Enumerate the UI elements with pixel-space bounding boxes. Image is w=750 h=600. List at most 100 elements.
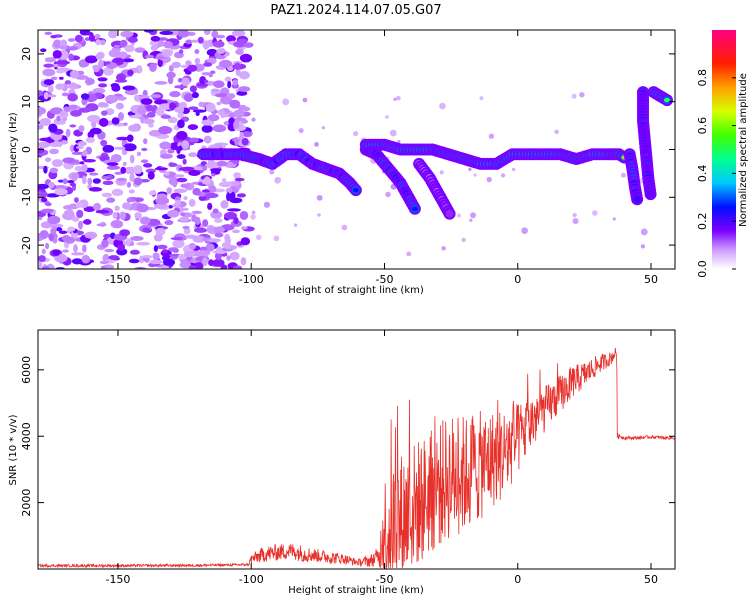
- noise-blob: [205, 243, 215, 252]
- noise-blob: [227, 93, 236, 99]
- noise-blob: [114, 205, 120, 211]
- noise-blob: [239, 53, 253, 63]
- noise-blob: [190, 39, 199, 43]
- noise-blob: [189, 242, 197, 250]
- noise-blob: [38, 141, 51, 148]
- noise-dot: [640, 244, 646, 249]
- ridge-core: [352, 187, 359, 193]
- spectrogram-y-label: Frequency (Hz): [8, 112, 19, 188]
- noise-blob: [204, 192, 219, 199]
- noise-blob: [44, 31, 53, 36]
- y-tick-label: -20: [20, 236, 33, 254]
- noise-blob: [215, 246, 223, 254]
- noise-blob: [180, 183, 190, 189]
- noise-blob: [143, 30, 155, 33]
- y-tick-label: -10: [20, 188, 33, 206]
- noise-blob: [84, 77, 95, 86]
- noise-blob: [58, 230, 68, 235]
- noise-blob: [38, 124, 44, 130]
- noise-blob: [187, 64, 198, 72]
- noise-blob: [43, 165, 48, 174]
- noise-blob: [70, 252, 85, 256]
- noise-blob: [183, 196, 188, 201]
- ridge-body: [633, 195, 642, 204]
- x-tick-label: -150: [105, 273, 130, 286]
- noise-blob: [167, 75, 174, 85]
- noise-dot: [456, 213, 461, 218]
- noise-blob: [166, 187, 173, 195]
- noise-blob: [158, 125, 172, 135]
- noise-blob: [181, 140, 190, 150]
- noise-blob: [237, 120, 244, 130]
- noise-dot: [353, 131, 359, 137]
- noise-blob: [117, 112, 124, 121]
- noise-blob: [234, 136, 239, 146]
- noise-blob: [69, 144, 75, 152]
- noise-blob: [82, 149, 88, 157]
- noise-blob: [74, 34, 83, 43]
- noise-blob: [110, 154, 122, 163]
- noise-blob: [40, 48, 47, 53]
- noise-dot: [273, 235, 280, 242]
- noise-blob: [128, 258, 140, 264]
- noise-blob: [174, 174, 185, 178]
- noise-blob: [166, 209, 180, 218]
- noise-blob: [41, 197, 48, 203]
- noise-blob: [79, 161, 85, 165]
- noise-blob: [224, 233, 231, 242]
- noise-blob: [205, 103, 216, 113]
- noise-blob: [176, 130, 188, 140]
- noise-blob: [88, 172, 99, 176]
- noise-blob: [237, 86, 251, 93]
- noise-blob: [215, 34, 226, 39]
- noise-blob: [67, 179, 75, 184]
- noise-blob: [141, 147, 148, 152]
- noise-blob: [56, 69, 65, 74]
- noise-blob: [127, 37, 138, 43]
- noise-dot: [282, 98, 290, 106]
- spectral-ridge: [623, 148, 644, 206]
- noise-blob: [196, 83, 209, 87]
- noise-blob: [143, 138, 148, 145]
- noise-blob: [185, 60, 192, 66]
- noise-blob: [191, 92, 199, 99]
- noise-blob: [154, 167, 168, 171]
- noise-blob: [149, 259, 163, 265]
- noise-blob: [184, 70, 192, 75]
- noise-blob: [197, 36, 204, 44]
- noise-blob: [202, 219, 209, 227]
- noise-blob: [189, 85, 197, 93]
- noise-blob: [92, 64, 100, 73]
- noise-blob: [71, 151, 85, 155]
- noise-blob: [178, 145, 183, 151]
- noise-blob: [105, 95, 119, 103]
- noise-blob: [95, 39, 101, 46]
- noise-blob: [183, 93, 194, 102]
- noise-blob: [170, 236, 184, 241]
- noise-blob: [174, 107, 184, 113]
- noise-dot: [640, 228, 648, 236]
- noise-blob: [43, 92, 49, 100]
- noise-blob: [169, 256, 178, 260]
- noise-blob: [120, 30, 134, 38]
- noise-dot: [406, 251, 412, 257]
- noise-blob: [188, 152, 198, 158]
- noise-blob: [145, 168, 156, 174]
- noise-blob: [171, 61, 181, 69]
- noise-blob: [133, 177, 143, 186]
- noise-blob: [194, 216, 201, 225]
- noise-blob: [130, 235, 144, 241]
- noise-blob: [108, 255, 120, 261]
- noise-dot: [396, 95, 401, 101]
- noise-blob: [104, 248, 115, 253]
- colorbar-tick-label: 0.2: [696, 212, 709, 230]
- noise-blob: [143, 163, 153, 168]
- snr-y-ticks: 2000 4000 6000: [20, 356, 675, 517]
- noise-blob: [213, 226, 225, 233]
- noise-blob: [173, 188, 188, 193]
- colorbar-ticks: 0.0 0.2 0.4 0.6 0.8: [696, 69, 736, 278]
- noise-blob: [48, 85, 54, 93]
- noise-blob: [181, 207, 189, 211]
- noise-blob: [242, 131, 252, 137]
- noise-blob: [88, 34, 96, 42]
